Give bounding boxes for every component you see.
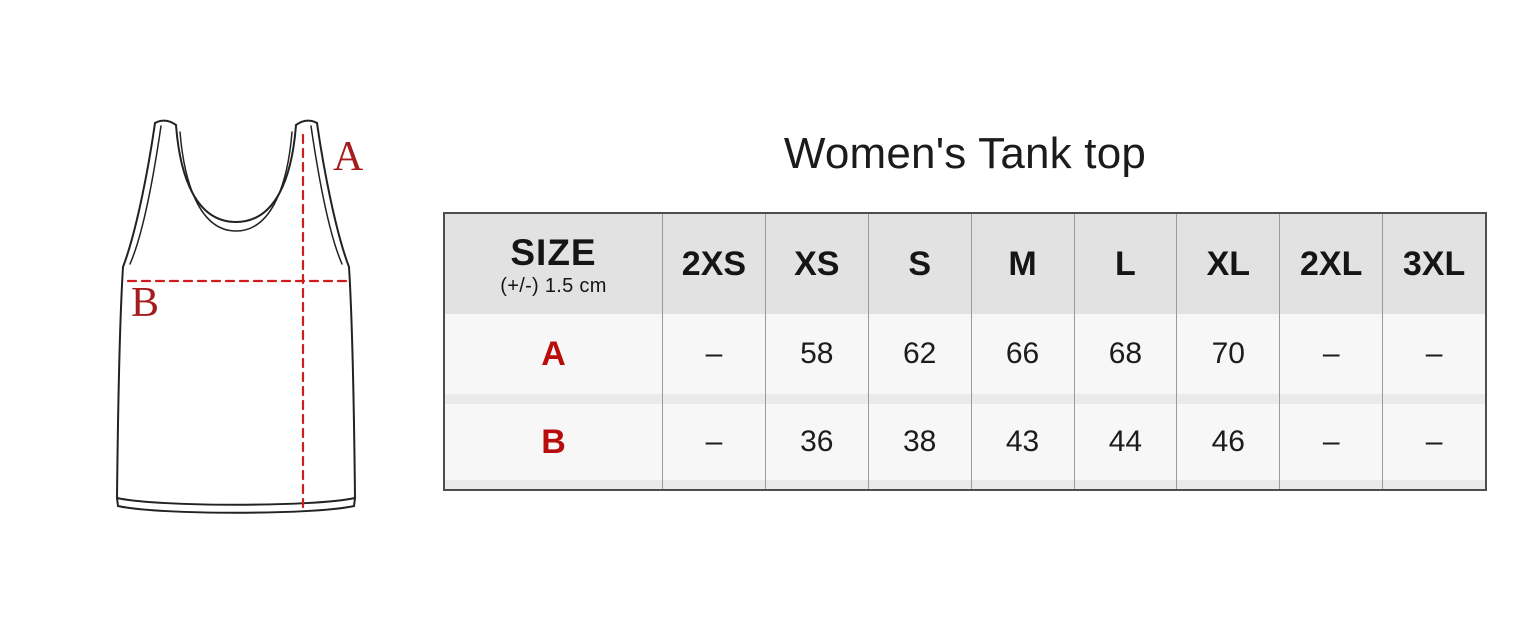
cell-b-s: 38 xyxy=(868,404,971,480)
armhole-left-binding xyxy=(129,125,162,265)
cell-a-2xs: – xyxy=(663,314,765,394)
neckline-edge xyxy=(175,124,297,224)
bottom-strip xyxy=(765,480,868,489)
row-divider xyxy=(1280,394,1383,404)
header-xl: XL xyxy=(1177,214,1280,314)
bottom-strip xyxy=(971,480,1074,489)
header-l: L xyxy=(1074,214,1177,314)
row-label-a: A xyxy=(445,314,662,394)
cell-b-l: 44 xyxy=(1074,404,1177,480)
row-divider xyxy=(971,394,1074,404)
bottom-strip xyxy=(1074,480,1177,489)
diagram-label-a: A xyxy=(333,134,364,180)
armhole-right-binding xyxy=(310,125,343,265)
tolerance-note: (+/-) 1.5 cm xyxy=(500,275,607,298)
column-s: S 62 38 xyxy=(867,214,971,489)
hem-top-line xyxy=(116,497,356,506)
tank-top-diagram xyxy=(115,119,357,514)
neckline-binding xyxy=(179,131,293,232)
diagram-label-b: B xyxy=(131,280,160,326)
row-divider xyxy=(445,394,662,404)
column-2xs: 2XS – – xyxy=(662,214,765,489)
bottom-strip xyxy=(663,480,765,489)
column-xl: XL 70 46 xyxy=(1176,214,1280,489)
strap-right-cap xyxy=(295,119,318,126)
armhole-right-outline xyxy=(316,122,350,268)
column-3xl: 3XL – – xyxy=(1382,214,1485,489)
row-divider xyxy=(663,394,765,404)
header-2xs: 2XS xyxy=(663,214,765,314)
cell-b-3xl: – xyxy=(1383,404,1485,480)
column-l: L 68 44 xyxy=(1073,214,1177,489)
bottom-strip xyxy=(1280,480,1383,489)
row-label-b: B xyxy=(445,404,662,480)
header-m: M xyxy=(971,214,1074,314)
header-xs: XS xyxy=(765,214,868,314)
column-m: M 66 43 xyxy=(970,214,1074,489)
cell-a-xl: 70 xyxy=(1177,314,1280,394)
strap-left-cap xyxy=(154,119,177,126)
cell-b-xl: 46 xyxy=(1177,404,1280,480)
row-divider xyxy=(868,394,971,404)
cell-a-l: 68 xyxy=(1074,314,1177,394)
row-divider xyxy=(1074,394,1177,404)
cell-a-m: 66 xyxy=(971,314,1074,394)
bottom-strip xyxy=(1383,480,1485,489)
cell-a-s: 62 xyxy=(868,314,971,394)
header-s: S xyxy=(868,214,971,314)
hem-bottom-line xyxy=(117,505,355,514)
cell-b-2xs: – xyxy=(663,404,765,480)
page-title: Women's Tank top xyxy=(783,129,1147,178)
cell-a-2xl: – xyxy=(1280,314,1383,394)
cell-b-xs: 36 xyxy=(765,404,868,480)
cell-b-2xl: – xyxy=(1280,404,1383,480)
header-2xl: 2XL xyxy=(1280,214,1383,314)
row-divider xyxy=(1383,394,1485,404)
cell-a-xs: 58 xyxy=(765,314,868,394)
size-table: SIZE (+/-) 1.5 cm A B 2XS – – XS 58 36 S xyxy=(443,212,1487,491)
bottom-strip xyxy=(1177,480,1280,489)
side-seam-right xyxy=(348,266,357,507)
side-seam-left xyxy=(115,266,124,507)
armhole-left-outline xyxy=(122,122,156,268)
bottom-strip xyxy=(445,480,662,489)
row-divider xyxy=(1177,394,1280,404)
row-divider xyxy=(765,394,868,404)
header-3xl: 3XL xyxy=(1383,214,1485,314)
cell-a-3xl: – xyxy=(1383,314,1485,394)
cell-b-m: 43 xyxy=(971,404,1074,480)
bottom-strip xyxy=(868,480,971,489)
size-label: SIZE xyxy=(510,231,597,273)
column-size: SIZE (+/-) 1.5 cm A B xyxy=(445,214,662,489)
column-xs: XS 58 36 xyxy=(764,214,868,489)
size-header-cell: SIZE (+/-) 1.5 cm xyxy=(445,214,662,314)
column-2xl: 2XL – – xyxy=(1279,214,1383,489)
